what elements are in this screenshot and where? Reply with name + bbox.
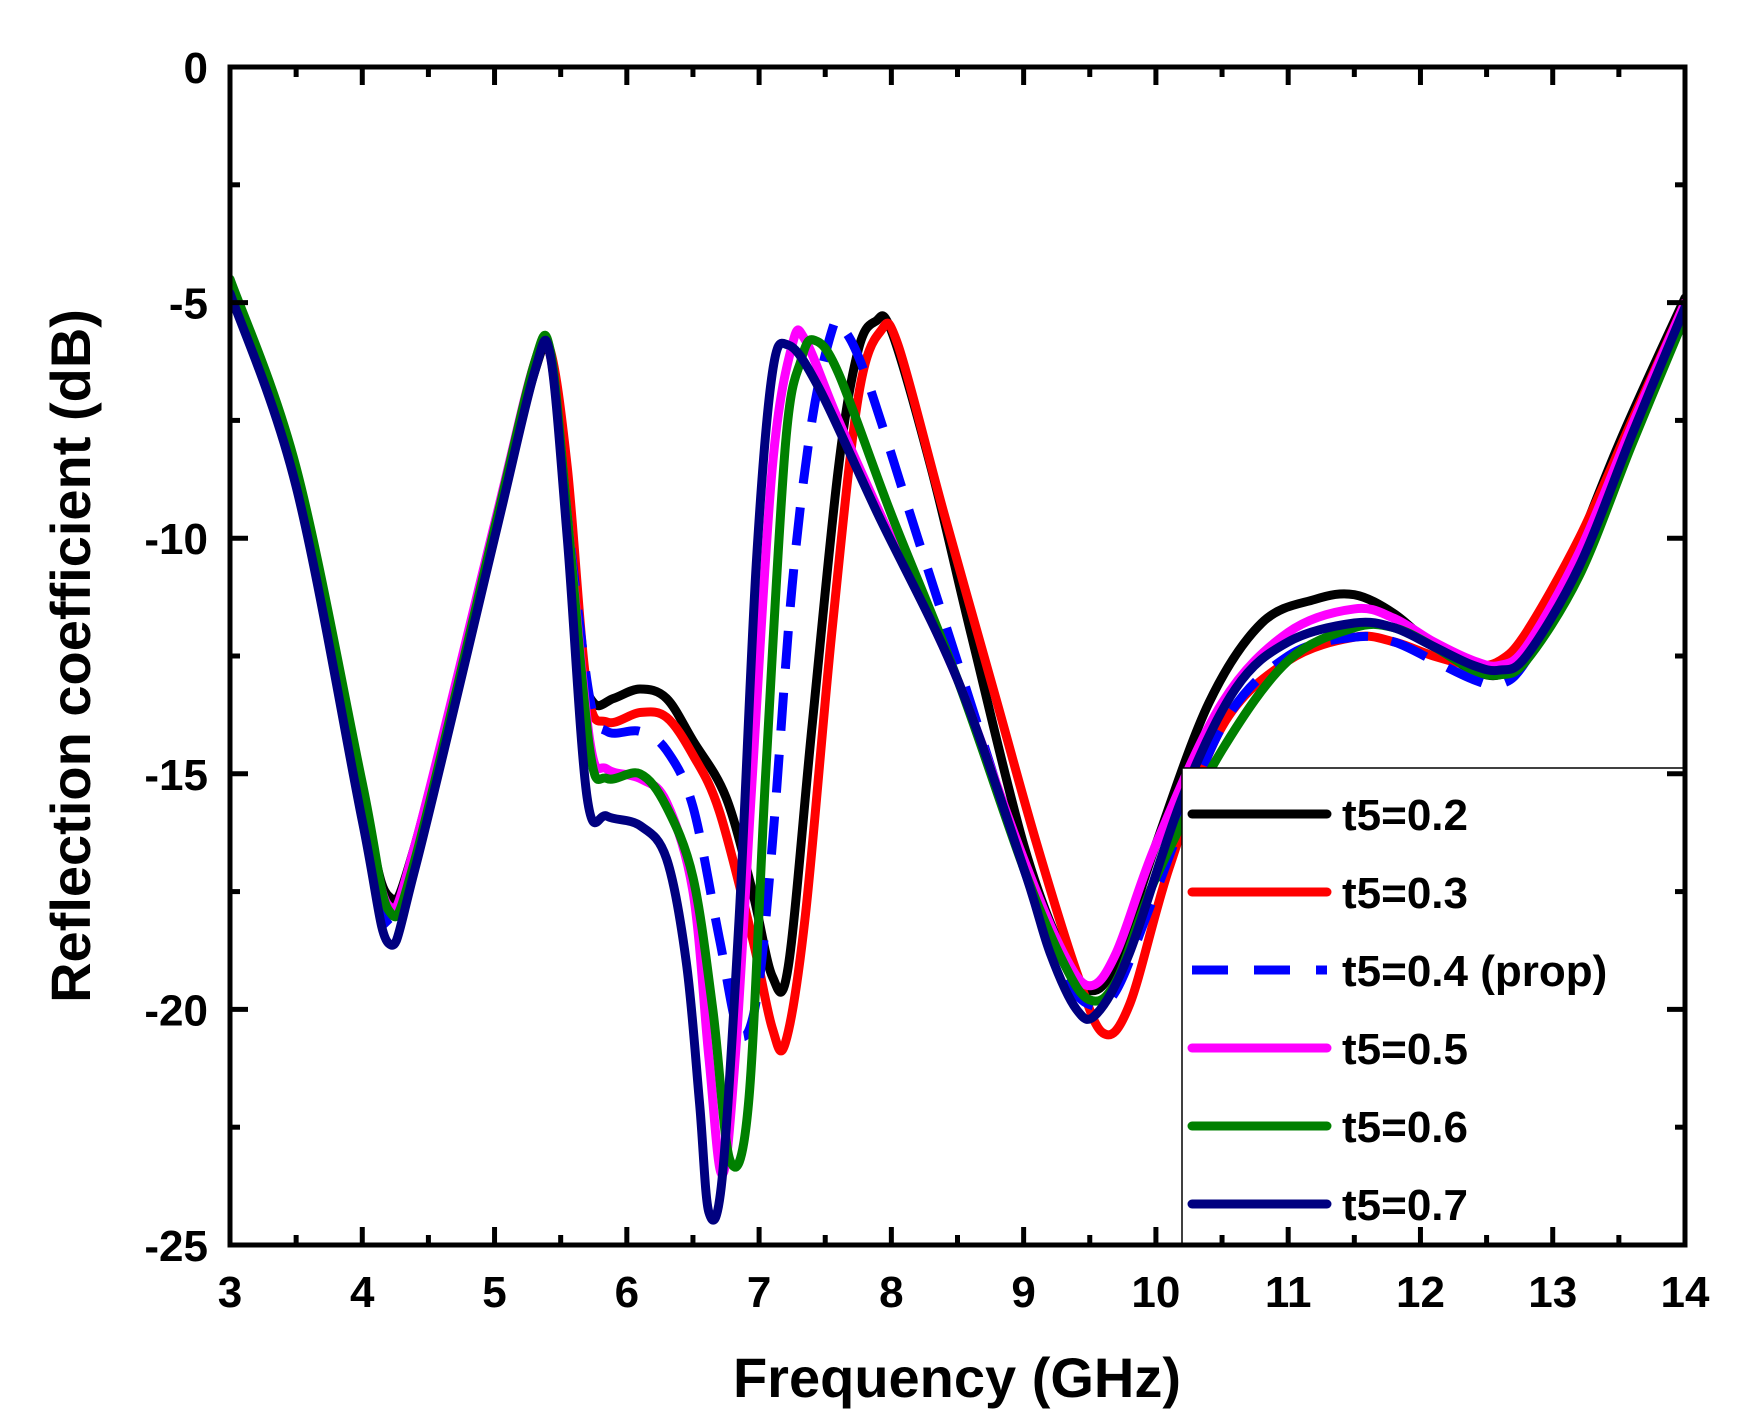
x-tick-label-12: 12: [1396, 1268, 1445, 1317]
x-tick-label-4: 4: [350, 1268, 375, 1317]
y-tick-label--15: -15: [144, 751, 208, 800]
series-line-3: [230, 287, 1685, 1042]
x-tick-label-3: 3: [218, 1268, 242, 1317]
series-layer: [230, 274, 1685, 1225]
x-tick-label-6: 6: [615, 1268, 639, 1317]
legend-label-4: t5=0.5: [1342, 1025, 1468, 1074]
y-tick-label--20: -20: [144, 986, 208, 1035]
series-line-6: [230, 288, 1685, 1225]
legend-label-2: t5=0.3: [1342, 869, 1468, 918]
x-tick-label-13: 13: [1528, 1268, 1577, 1317]
y-tick-label--5: -5: [169, 280, 208, 329]
y-tick-label--10: -10: [144, 515, 208, 564]
x-tick-label-14: 14: [1661, 1268, 1710, 1317]
x-tick-label-9: 9: [1011, 1268, 1035, 1317]
y-axis-title: Reflection coefficient (dB): [39, 309, 102, 1003]
x-tick-label-11: 11: [1265, 1268, 1312, 1317]
x-axis-title: Frequency (GHz): [733, 1346, 1181, 1409]
y-tick-label-0: 0: [184, 44, 208, 93]
y-tick-label--25: -25: [144, 1222, 208, 1271]
x-tick-label-8: 8: [879, 1268, 903, 1317]
axis-ticks: 3 4 5 6 7 8 9 10 11 12 13 14 0 -5 -10 -15 -20 -25: [144, 44, 1710, 1317]
x-tick-label-10: 10: [1131, 1268, 1180, 1317]
legend: t5=0.2 t5=0.3 t5=0.4 (prop) t5=0.5 t5=0.6 t5=…: [1181, 767, 1686, 1246]
x-tick-label-7: 7: [747, 1268, 771, 1317]
legend-label-3: t5=0.4 (prop): [1342, 947, 1607, 996]
legend-label-6: t5=0.7: [1342, 1181, 1468, 1230]
legend-label-5: t5=0.6: [1342, 1103, 1468, 1152]
x-tick-label-5: 5: [482, 1268, 506, 1317]
legend-label-1: t5=0.2: [1342, 791, 1468, 840]
